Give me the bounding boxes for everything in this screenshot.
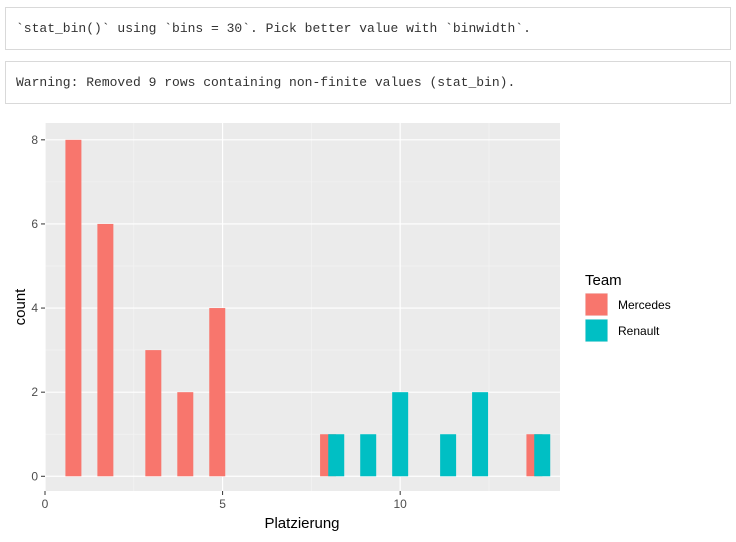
legend-label-renault: Renault <box>618 324 660 338</box>
y-tick-label: 4 <box>31 301 38 315</box>
y-tick-label: 8 <box>31 133 38 147</box>
x-axis: 0 5 10 <box>42 491 407 511</box>
histogram-bars <box>65 139 551 477</box>
y-tick-label: 6 <box>31 217 38 231</box>
bar-renault <box>534 434 551 477</box>
y-axis: 0 2 4 6 8 <box>31 133 45 483</box>
histogram-chart: 0 2 4 6 8 0 5 10 Platzierung count Team Merced… <box>12 123 671 532</box>
bar-mercedes <box>65 139 82 477</box>
legend-swatch-mercedes <box>585 293 608 316</box>
y-tick-label: 2 <box>31 385 38 399</box>
legend-label-mercedes: Mercedes <box>618 298 671 312</box>
bar-mercedes <box>209 308 226 477</box>
console-warning-message: Warning: Removed 9 rows containing non-f… <box>5 61 731 104</box>
legend-swatch-renault <box>585 319 608 342</box>
bar-renault <box>472 392 489 477</box>
bar-renault <box>392 392 409 477</box>
bar-mercedes <box>145 350 162 477</box>
minor-gridlines <box>45 123 560 491</box>
x-axis-title: Platzierung <box>264 515 339 532</box>
bar-renault <box>328 434 345 477</box>
y-axis-title: count <box>12 288 29 326</box>
y-tick-label: 0 <box>31 469 38 483</box>
bar-mercedes <box>97 223 114 477</box>
console-message-stat-bin: `stat_bin()` using `bins = 30`. Pick bet… <box>5 7 731 50</box>
bar-mercedes <box>177 392 194 477</box>
x-tick-label: 5 <box>219 497 226 511</box>
legend-title: Team <box>585 272 622 289</box>
x-tick-label: 0 <box>42 497 49 511</box>
x-tick-label: 10 <box>393 497 407 511</box>
bar-renault <box>360 434 377 477</box>
legend: Team Mercedes Renault <box>585 272 671 342</box>
bar-renault <box>440 434 457 477</box>
